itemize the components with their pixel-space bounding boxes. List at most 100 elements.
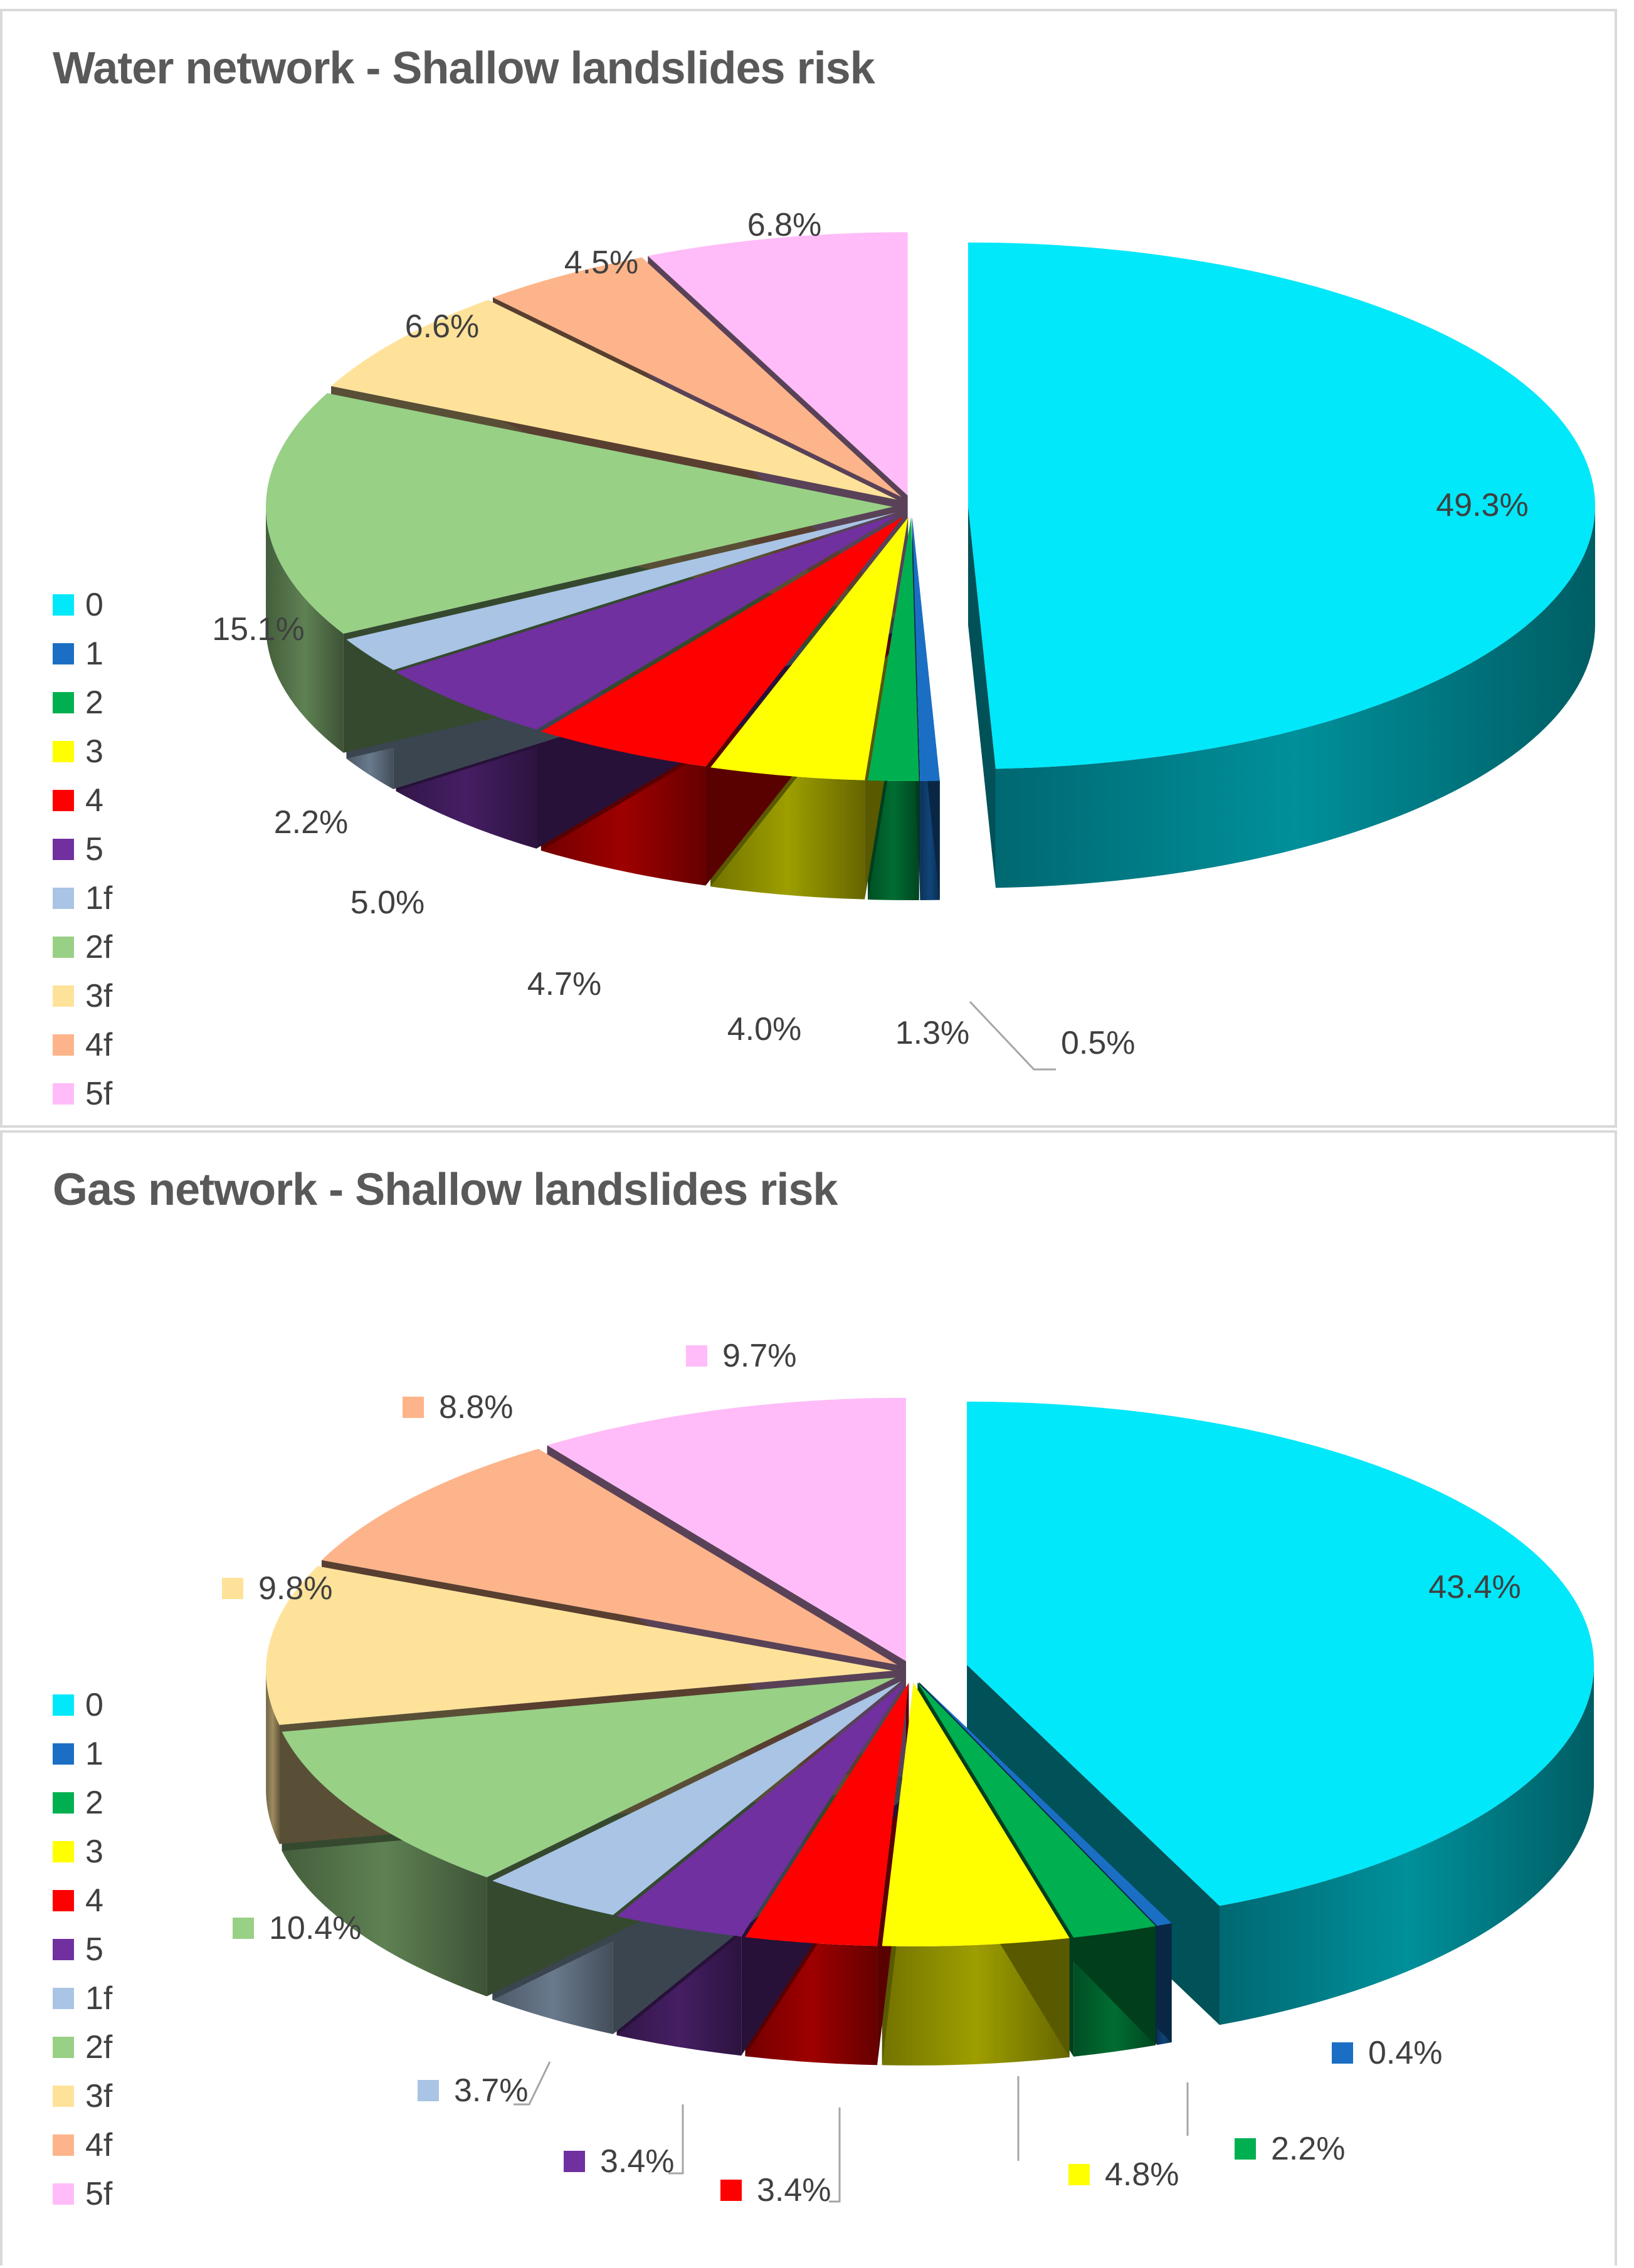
legend-swatch [53, 888, 74, 909]
legend-item-1: 1 [53, 1730, 112, 1778]
legend-swatch [53, 692, 74, 713]
legend-label: 3 [85, 1834, 103, 1870]
slice-face-0-1 [967, 505, 996, 888]
slice-side-3f [266, 1671, 280, 1844]
label-marker-4f [403, 1397, 424, 1418]
legend-item-1: 1 [53, 629, 112, 678]
slice-2f [266, 393, 893, 634]
legend-label: 0 [85, 587, 103, 623]
legend-label: 5 [85, 831, 103, 868]
data-label-5: 3.4% [600, 2143, 675, 2180]
slice-4f [493, 257, 902, 497]
legend-swatch [53, 1988, 74, 2009]
legend-item-5f: 5f [53, 2170, 112, 2218]
legend-item-2: 2 [53, 678, 112, 727]
legend-swatch [53, 2037, 74, 2058]
legend-swatch [53, 839, 74, 860]
legend-item-3f: 3f [53, 2072, 112, 2121]
data-label-2f: 10.4% [269, 1910, 361, 1946]
legend-label: 1f [85, 1980, 113, 2017]
slice-3f [266, 1566, 893, 1725]
label-marker-0 [1438, 1577, 1460, 1598]
slice-side-0 [995, 505, 1595, 888]
legend-item-3: 3 [53, 1827, 112, 1876]
data-label-3: 4.8% [1105, 2156, 1179, 2193]
slice-0 [967, 1401, 1594, 1906]
legend-swatch [53, 741, 74, 762]
legend-label: 3 [85, 733, 103, 770]
label-marker-5 [564, 2151, 585, 2172]
slice-5f [648, 232, 908, 496]
legend-label: 4 [85, 782, 103, 819]
data-label-5f: 6.8% [747, 207, 822, 243]
legend-swatch [53, 594, 74, 616]
legend-item-4: 4 [53, 776, 112, 825]
label-marker-1f [418, 2080, 439, 2101]
data-label-3f: 9.8% [258, 1570, 333, 1607]
legend-swatch [53, 1743, 74, 1765]
slice-2f [282, 1677, 896, 1877]
label-marker-3f [222, 1578, 243, 1599]
leader-line-4 [829, 2108, 841, 2203]
legend-item-1f: 1f [53, 1974, 112, 2023]
legend-label: 5f [85, 2176, 113, 2212]
slice-side-0 [1219, 1664, 1594, 2025]
slice-4f [322, 1449, 897, 1665]
legend-item-4: 4 [53, 1876, 112, 1925]
legend-label: 3f [85, 2078, 113, 2114]
gas-chart-panel: Gas network - Shallow landslides risk 43… [0, 1130, 1617, 2265]
legend-swatch [53, 643, 74, 664]
legend-label: 4f [85, 2127, 113, 2163]
slice-3 [882, 1683, 1070, 1946]
data-label-1: 0.5% [1061, 1025, 1136, 1061]
data-label-1f: 2.2% [274, 804, 349, 841]
label-marker-2f [233, 1918, 254, 1939]
slice-side-2f [266, 507, 344, 753]
legend-swatch [53, 985, 74, 1007]
legend-label: 2 [85, 685, 103, 721]
data-label-4f: 8.8% [439, 1389, 514, 1425]
legend-label: 3f [85, 978, 113, 1014]
slice-1 [919, 1682, 1172, 1926]
legend-label: 1 [85, 1736, 103, 1772]
slice-2 [917, 1683, 1156, 1938]
legend-label: 1 [85, 636, 103, 672]
data-label-4: 3.4% [757, 2172, 831, 2208]
data-label-0: 49.3% [1436, 487, 1528, 523]
legend-label: 4 [85, 1882, 103, 1919]
data-label-0: 43.4% [1428, 1569, 1521, 1605]
slice-1f [346, 512, 896, 670]
legend-item-4f: 4f [53, 1021, 112, 1069]
data-label-3: 4.0% [727, 1011, 802, 1047]
legend-item-5: 5 [53, 825, 112, 874]
slice-5f [547, 1397, 906, 1661]
data-label-2f: 15.1% [212, 611, 304, 648]
data-label-5f: 9.7% [722, 1338, 797, 1374]
legend-swatch [53, 2086, 74, 2107]
leader-line-5 [668, 2104, 684, 2175]
slice-3 [710, 517, 909, 780]
data-label-4f: 4.5% [564, 244, 639, 281]
legend-label: 0 [85, 1687, 103, 1723]
legend-item-3f: 3f [53, 972, 112, 1021]
legend-label: 5f [85, 1076, 113, 1112]
legend-label: 5 [85, 1931, 103, 1968]
legend-item-2f: 2f [53, 923, 112, 972]
gas-chart-title: Gas network - Shallow landslides risk [53, 1165, 838, 1215]
slice-1f [492, 1681, 902, 1915]
slice-5 [616, 1682, 905, 1937]
legend-swatch [53, 2134, 74, 2156]
data-label-3f: 6.6% [405, 308, 480, 345]
legend-label: 1f [85, 880, 113, 916]
water-chart-title: Water network - Shallow landslides risk [53, 43, 875, 93]
legend-item-2: 2 [53, 1778, 112, 1827]
legend-swatch [53, 790, 74, 811]
gas-pie-chart: 43.4% 0.4% 2.2% 4.8% 3.4% 3.4% 3.7% 10.4% 9.8% 8.… [222, 1338, 1594, 2208]
legend-swatch [53, 1083, 74, 1105]
water-legend: 0 1 2 3 4 5 1f 2f 3f 4f 5f [53, 580, 112, 1118]
legend-item-0: 0 [53, 1681, 112, 1730]
legend-swatch [53, 1034, 74, 1056]
water-pie-chart: 49.3% 0.5% 1.3% 4.0% 4.7% 5.0% 2.2% 15.1% 6.6% 4.… [212, 207, 1595, 1071]
legend-label: 2f [85, 2029, 113, 2066]
slice-4 [745, 1683, 909, 1946]
